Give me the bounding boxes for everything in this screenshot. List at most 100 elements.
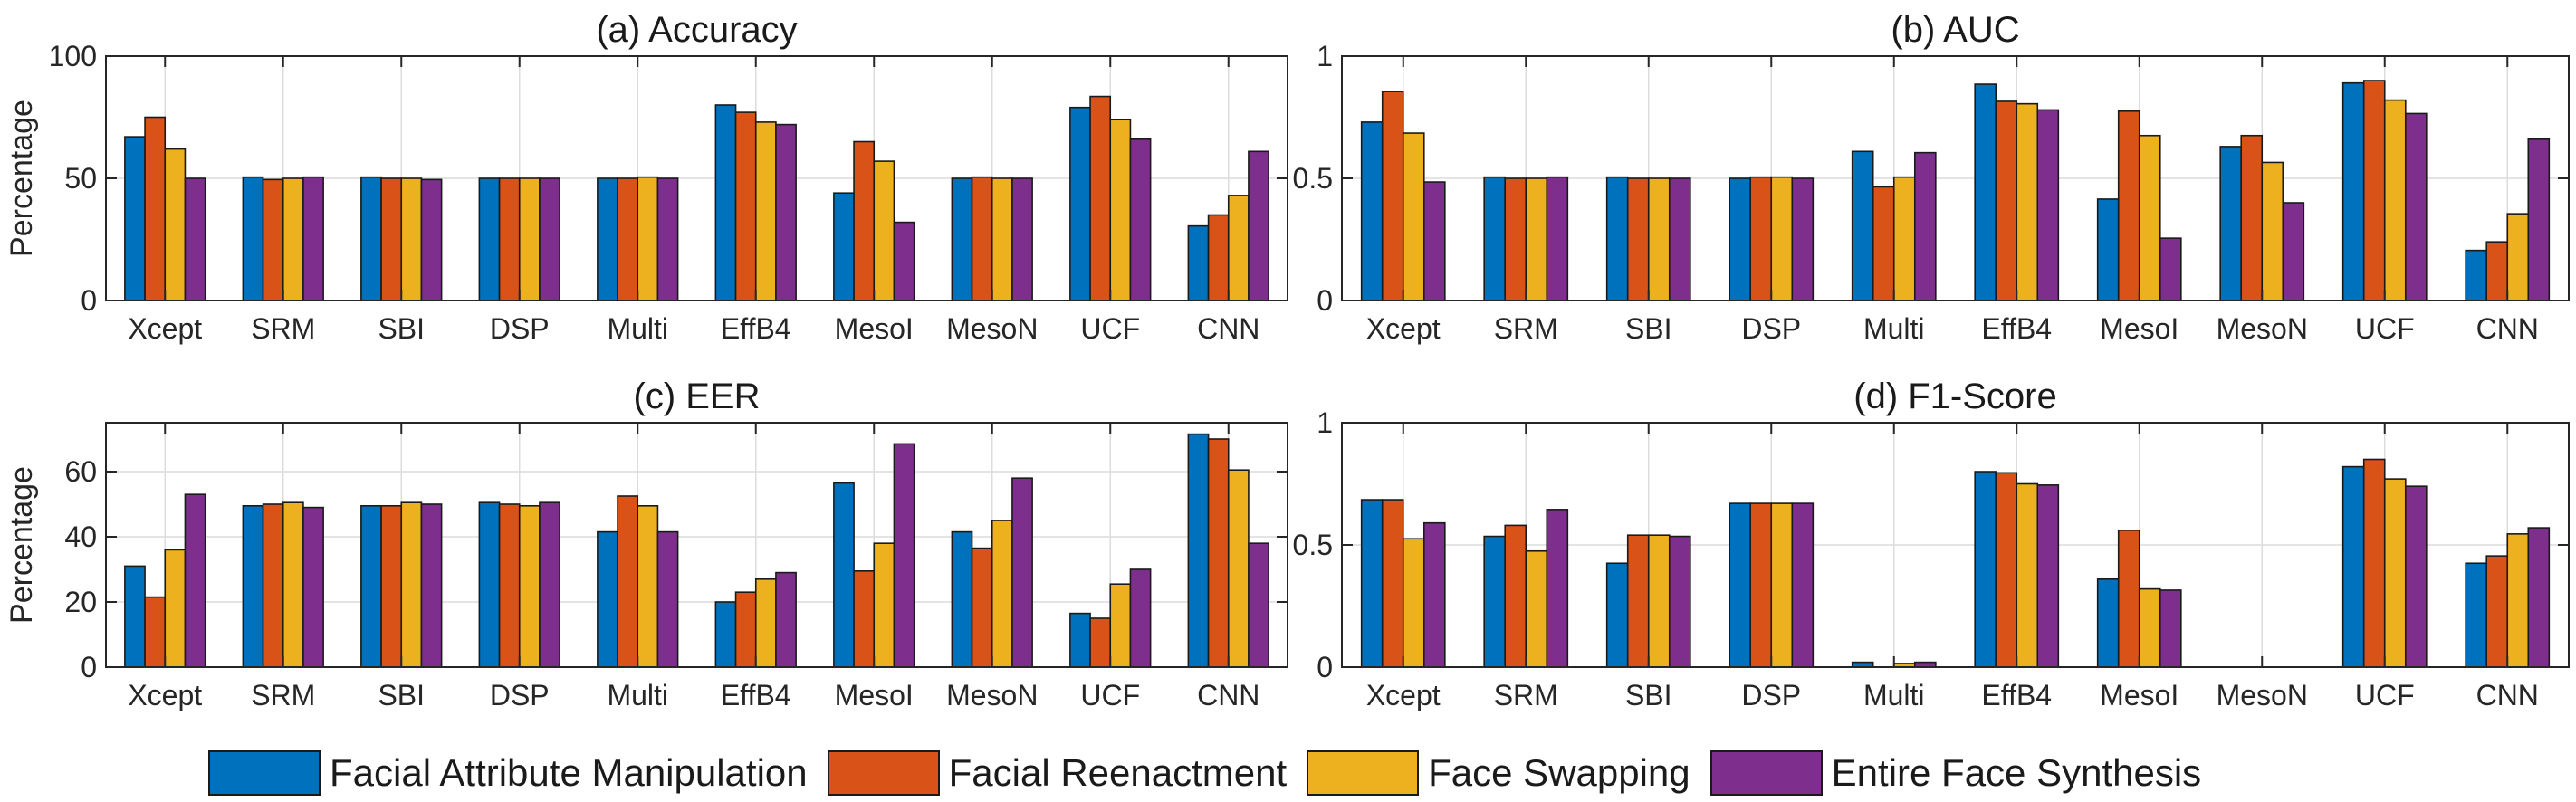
x-tick-label-effb4: EffB4 (721, 679, 791, 711)
bar-facial-reenactment-sbi (380, 504, 403, 668)
bar-face-swapping-meson (2261, 161, 2284, 301)
bar-face-swapping-sbi (1647, 177, 1671, 301)
bar-entire-face-synthesis-cnn (2527, 527, 2551, 668)
x-tick-label-cnn: CNN (1197, 679, 1259, 711)
bar-entire-face-synthesis-ucf (1129, 138, 1152, 301)
bar-face-swapping-sbi (400, 177, 423, 301)
legend-item-face-swapping: Face Swapping (1307, 750, 1690, 796)
bar-facial-reenactment-sbi (1626, 534, 1650, 668)
bar-face-swapping-multi (1892, 176, 1916, 301)
chart-panel-c-eer: 0 20 40 60 Xcept SRM SBI DSP Multi EffB4 MesoI Meso… (5, 377, 1288, 711)
bar-facial-reenactment-ucf (2362, 458, 2386, 668)
bar-facial-attribute-manipulation-cnn (2465, 562, 2488, 668)
bar-facial-reenactment-meson (971, 547, 993, 668)
bar-facial-attribute-manipulation-sbi (360, 176, 382, 301)
bar-facial-attribute-manipulation-sbi (1605, 176, 1629, 301)
bar-facial-reenactment-effb4 (734, 111, 757, 301)
bar-facial-attribute-manipulation-meson (951, 177, 973, 301)
bar-entire-face-synthesis-xcept (1422, 521, 1446, 668)
y-axis-label: Percentage (5, 100, 39, 257)
x-tick-label-multi: Multi (1863, 679, 1925, 711)
bar-face-swapping-multi (637, 176, 659, 301)
x-tick-label-meson: MesoN (2217, 679, 2308, 711)
bar-facial-reenactment-effb4 (734, 591, 757, 668)
bar-facial-attribute-manipulation-mesoi (833, 192, 855, 301)
bar-face-swapping-ucf (2383, 478, 2407, 668)
bar-entire-face-synthesis-multi (656, 530, 679, 668)
y-tick-label: 0 (1317, 651, 1333, 683)
x-tick-label-cnn: CNN (2476, 679, 2539, 711)
bar-entire-face-synthesis-effb4 (2036, 484, 2060, 668)
bar-facial-attribute-manipulation-srm (1483, 535, 1507, 668)
bar-facial-reenactment-meson (2240, 134, 2264, 301)
bar-face-swapping-dsp (1770, 176, 1794, 301)
bar-facial-attribute-manipulation-effb4 (1974, 83, 1997, 301)
chart-panel-d-f1-score: 0 0.5 1 Xcept SRM SBI DSP Multi EffB4 MesoI MesoN U… (1293, 377, 2570, 711)
bar-facial-attribute-manipulation-meson (2219, 146, 2243, 301)
bar-entire-face-synthesis-srm (302, 176, 324, 301)
chart-title: (d) F1-Score (1853, 377, 2057, 416)
x-tick-label-ucf: UCF (1080, 312, 1140, 345)
y-tick-label: 0 (81, 651, 97, 683)
x-tick-label-ucf: UCF (2355, 679, 2415, 711)
bar-face-swapping-dsp (1770, 502, 1794, 668)
x-tick-label-dsp: DSP (1741, 679, 1801, 711)
bar-facial-attribute-manipulation-sbi (1605, 562, 1629, 668)
bar-facial-reenactment-dsp (498, 503, 521, 668)
bar-entire-face-synthesis-cnn (2527, 138, 2551, 301)
legend: Facial Attribute Manipulation Facial Ree… (208, 744, 2221, 802)
bar-facial-reenactment-mesoi (853, 569, 876, 668)
bar-facial-reenactment-effb4 (1995, 472, 2018, 668)
bar-facial-reenactment-ucf (2362, 80, 2386, 301)
bar-entire-face-synthesis-effb4 (775, 571, 797, 668)
bar-face-swapping-effb4 (2016, 102, 2039, 301)
bar-entire-face-synthesis-effb4 (775, 123, 797, 301)
legend-label: Facial Attribute Manipulation (330, 751, 808, 794)
bar-face-swapping-sbi (1647, 534, 1671, 668)
bar-facial-reenactment-dsp (498, 177, 521, 301)
bar-face-swapping-cnn (2506, 213, 2530, 301)
x-tick-label-effb4: EffB4 (1981, 679, 2052, 711)
bar-entire-face-synthesis-dsp (1791, 177, 1815, 301)
bar-face-swapping-ucf (2383, 99, 2407, 301)
bar-facial-attribute-manipulation-xcept (1360, 121, 1384, 301)
bar-facial-attribute-manipulation-xcept (124, 565, 146, 668)
x-tick-label-multi: Multi (607, 679, 668, 711)
bar-facial-attribute-manipulation-dsp (1729, 177, 1752, 301)
bar-face-swapping-ucf (1109, 119, 1132, 301)
bar-face-swapping-mesoi (873, 542, 895, 668)
bar-entire-face-synthesis-mesoi (893, 443, 915, 668)
x-tick-label-mesoi: MesoI (2100, 679, 2179, 711)
bar-facial-attribute-manipulation-sbi (360, 504, 382, 668)
bar-face-swapping-srm (1525, 177, 1548, 301)
bar-facial-reenactment-srm (1504, 177, 1527, 301)
bar-facial-attribute-manipulation-cnn (1187, 433, 1210, 668)
chart-title: (a) Accuracy (596, 10, 797, 50)
bar-entire-face-synthesis-srm (1546, 509, 1569, 668)
bar-facial-reenactment-srm (262, 503, 284, 668)
bar-facial-reenactment-cnn (1207, 438, 1230, 668)
bar-entire-face-synthesis-mesoi (2159, 237, 2182, 301)
y-tick-label: 50 (64, 162, 97, 195)
bar-facial-attribute-manipulation-effb4 (714, 601, 737, 668)
bar-face-swapping-effb4 (2016, 482, 2039, 668)
bar-face-swapping-cnn (1227, 195, 1250, 301)
bar-face-swapping-meson (991, 177, 1013, 301)
bar-facial-reenactment-dsp (1749, 502, 1773, 668)
bar-facial-reenactment-dsp (1749, 176, 1773, 301)
x-tick-label-srm: SRM (1494, 312, 1558, 345)
bar-facial-attribute-manipulation-srm (1483, 176, 1507, 301)
x-tick-label-sbi: SBI (1625, 312, 1672, 345)
bar-facial-attribute-manipulation-xcept (124, 136, 146, 301)
bar-entire-face-synthesis-xcept (184, 177, 206, 301)
bar-entire-face-synthesis-meson (1011, 177, 1033, 301)
bar-face-swapping-srm (282, 177, 304, 301)
bar-facial-attribute-manipulation-mesoi (833, 482, 855, 668)
bar-facial-attribute-manipulation-dsp (1729, 502, 1752, 668)
legend-swatch (1307, 750, 1420, 796)
axes-frame (105, 422, 1288, 668)
x-tick-label-meson: MesoN (946, 679, 1038, 711)
bar-facial-reenactment-ucf (1089, 95, 1112, 301)
y-tick-label: 0 (1317, 284, 1333, 317)
bar-face-swapping-srm (1525, 549, 1548, 668)
